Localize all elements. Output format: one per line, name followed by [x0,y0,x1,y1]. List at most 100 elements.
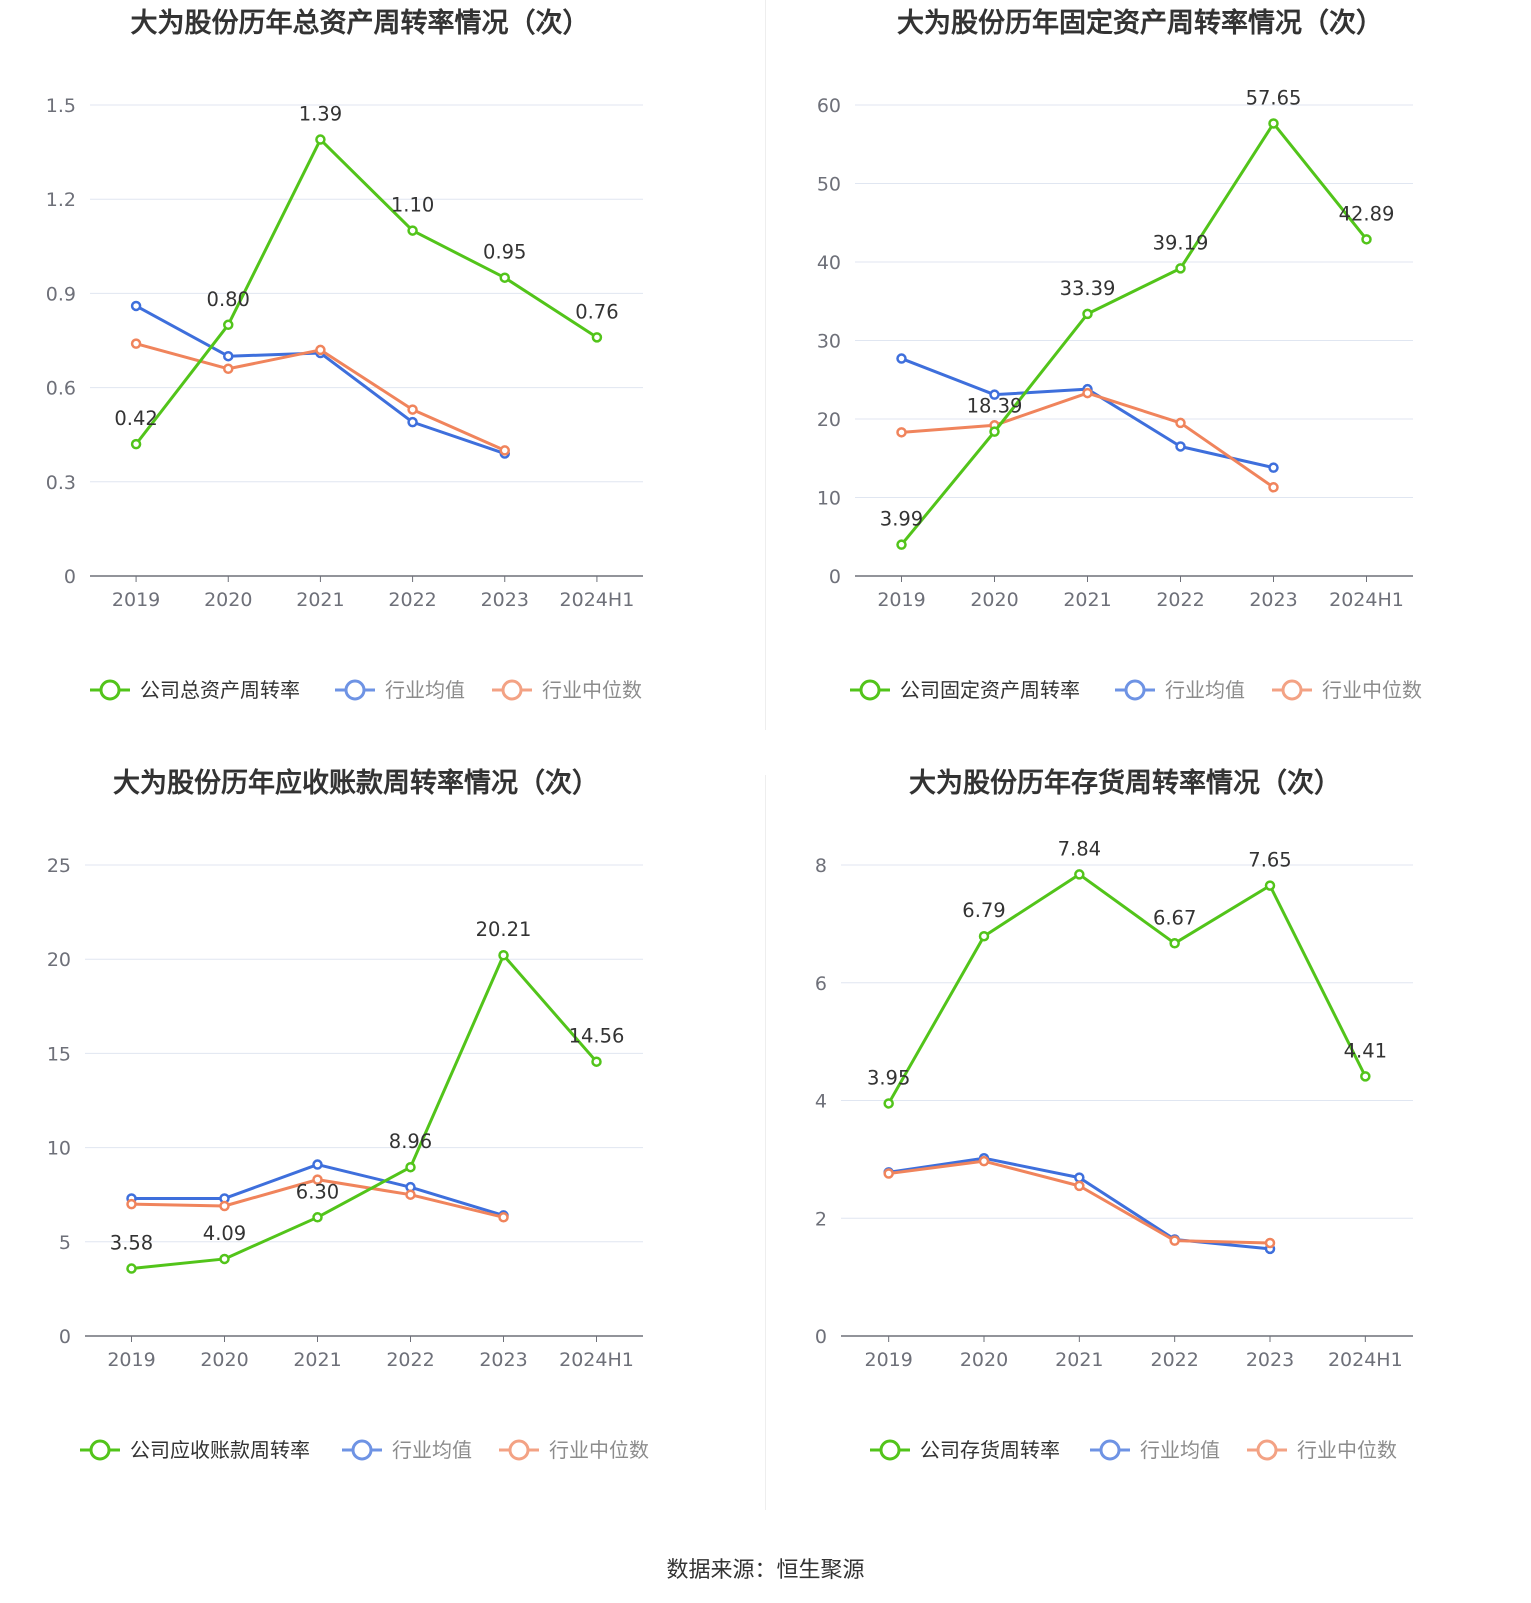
data-point-company[interactable] [989,426,1000,437]
data-point-median[interactable] [978,1155,990,1167]
data-point-avg[interactable] [989,389,1000,400]
data-point-median[interactable] [315,344,326,356]
data-point-company[interactable] [312,1212,323,1223]
data-point-company[interactable] [978,930,990,942]
data-point-median[interactable] [1074,1180,1085,1192]
data-point-median[interactable] [498,1212,509,1223]
y-tick-label: 0 [64,566,76,588]
data-point-median[interactable] [219,1200,230,1212]
data-point-company[interactable] [499,272,510,283]
legend-label: 行业均值 [1140,1438,1220,1462]
data-point-company[interactable] [498,949,509,961]
data-point-company[interactable] [407,225,418,236]
data-point-median[interactable] [1169,1235,1180,1246]
legend-item-median[interactable]: 行业中位数 [499,1438,649,1462]
data-point-avg[interactable] [1268,462,1279,473]
x-tick-label: 2019 [112,589,160,611]
data-point-median[interactable] [883,1168,894,1179]
data-label: 33.39 [1060,277,1116,300]
y-tick-label: 2 [815,1208,827,1230]
x-tick-label: 2023 [1249,589,1297,611]
legend-marker [879,1439,901,1461]
chart-title: 大为股份历年存货周转率情况（次） [909,767,1341,799]
data-point-median[interactable] [1175,417,1186,429]
data-point-median[interactable] [1268,482,1279,493]
x-tick-label: 2020 [200,1349,248,1371]
y-tick-label: 15 [47,1043,71,1065]
data-point-company[interactable] [126,1263,137,1274]
series-line-company [887,872,1367,1105]
legend-item-company[interactable]: 公司应收账款周转率 [80,1438,310,1462]
chart-fixed-asset-turnover: 大为股份历年固定资产周转率情况（次） 0 10 20 30 40 50 60 2019 2020 2… [817,7,1422,702]
y-tick-label: 4 [815,1091,827,1113]
data-point-company[interactable] [130,438,142,450]
data-point-company[interactable] [1169,938,1180,949]
legend-label: 公司存货周转率 [920,1438,1060,1462]
legend-marker [1256,1439,1278,1461]
legend-item-median[interactable]: 行业中位数 [1247,1438,1397,1462]
chart-receivables-turnover: 大为股份历年应收账款周转率情况（次） 0 5 10 15 20 25 2019 2020 2021… [47,767,649,1462]
legend-marker [89,1439,111,1461]
legend-item-avg[interactable]: 行业均值 [335,678,465,702]
data-point-avg[interactable] [1074,1172,1085,1183]
x-tick-label: 2022 [386,1349,434,1371]
legend-item-company[interactable]: 公司固定资产周转率 [850,678,1080,702]
data-point-company[interactable] [405,1161,416,1173]
legend-item-avg[interactable]: 行业均值 [1090,1438,1220,1462]
data-point-company[interactable] [1074,869,1085,880]
chart-inventory-turnover: 大为股份历年存货周转率情况（次） 0 2 4 6 8 2019 2020 2021 2022 202… [815,767,1413,1462]
data-point-median[interactable] [312,1174,323,1185]
legend-item-avg[interactable]: 行业均值 [342,1438,472,1462]
data-point-company[interactable] [591,1056,602,1067]
panel-divider-bottom [765,775,766,1510]
data-point-avg[interactable] [407,416,418,428]
legend-item-company[interactable]: 公司存货周转率 [870,1438,1060,1462]
x-tick-label: 2020 [970,589,1018,611]
data-point-company[interactable] [1264,880,1276,891]
data-point-median[interactable] [405,1189,416,1200]
data-point-median[interactable] [130,338,142,349]
legend-item-median[interactable]: 行业中位数 [1272,678,1422,702]
legend-item-median[interactable]: 行业中位数 [492,678,642,702]
data-label: 0.42 [114,407,157,430]
data-point-company[interactable] [883,1098,894,1109]
data-point-company[interactable] [223,319,234,331]
legend-item-avg[interactable]: 行业均值 [1115,678,1245,702]
y-tick-label: 0 [59,1326,71,1348]
data-point-median[interactable] [407,404,418,415]
y-tick-label: 5 [59,1232,71,1254]
data-point-median[interactable] [223,363,234,375]
y-tick-label: 6 [815,973,827,995]
legend-label: 行业均值 [1165,678,1245,702]
data-label: 3.95 [867,1066,910,1089]
data-point-avg[interactable] [130,300,142,312]
panel-divider-top [765,0,766,730]
data-point-company[interactable] [1175,263,1186,274]
data-point-median[interactable] [499,445,510,456]
data-point-avg[interactable] [223,350,234,362]
data-point-median[interactable] [1264,1237,1276,1249]
data-point-avg[interactable] [896,353,907,364]
data-point-company[interactable] [896,539,907,550]
data-label: 0.95 [483,241,526,264]
data-point-median[interactable] [1082,387,1093,399]
chart-title: 大为股份历年应收账款周转率情况（次） [113,767,599,799]
data-label: 0.76 [575,300,618,323]
data-point-median[interactable] [896,427,907,438]
data-label: 3.58 [110,1232,153,1255]
data-point-company[interactable] [1361,234,1372,245]
data-point-company[interactable] [1268,118,1279,129]
series-line-avg [900,357,1274,470]
legend-label: 行业均值 [385,678,465,702]
data-point-company[interactable] [591,332,603,343]
data-point-avg[interactable] [312,1159,323,1170]
data-point-company[interactable] [315,134,326,145]
data-point-company[interactable] [1360,1071,1371,1082]
data-point-median[interactable] [126,1198,137,1210]
legend-label: 行业中位数 [1322,678,1422,702]
data-point-company[interactable] [1082,308,1093,320]
legend-marker [351,1439,373,1461]
data-point-company[interactable] [219,1253,230,1265]
legend-item-company[interactable]: 公司总资产周转率 [90,678,300,702]
data-point-avg[interactable] [1175,441,1186,452]
